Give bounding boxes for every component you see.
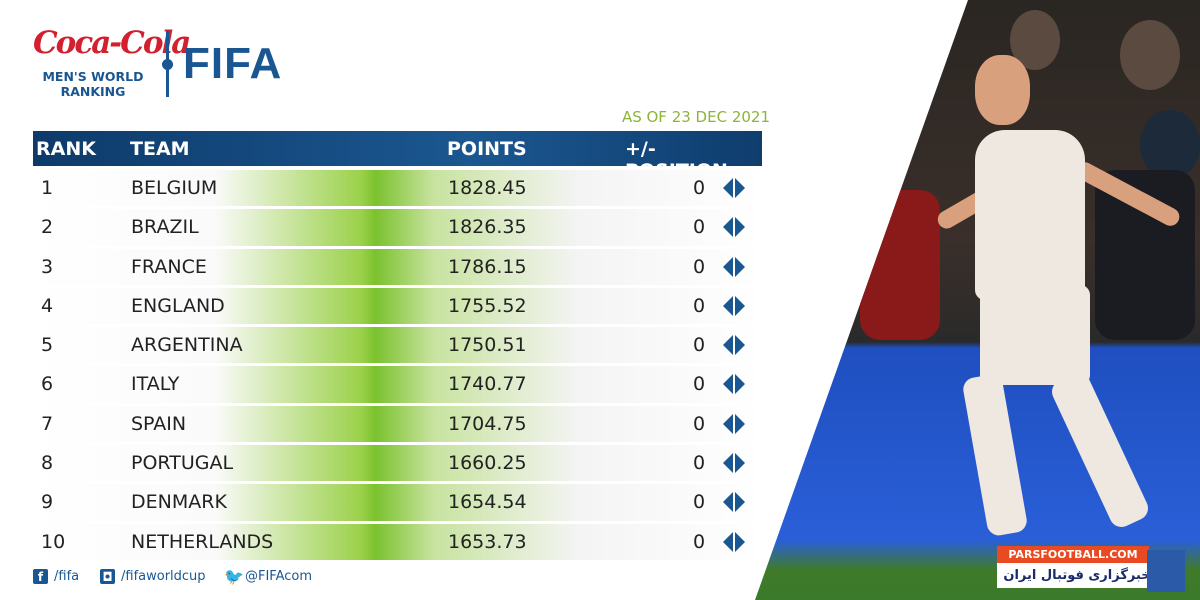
no-change-icon: [723, 256, 747, 277]
points: 1654.54: [448, 491, 527, 514]
ranking-subtitle: MEN'S WORLD RANKING: [42, 69, 144, 99]
position-change: 0: [693, 255, 706, 278]
coca-cola-logo: Coca-Cola: [33, 25, 191, 61]
rank: 4: [41, 294, 54, 317]
table-row: 4 ENGLAND 1755.52 0: [33, 288, 762, 328]
col-points: POINTS: [447, 138, 527, 160]
points: 1828.45: [448, 177, 527, 199]
points: 1653.73: [448, 530, 527, 553]
table-row: 3 FRANCE 1786.15 0: [33, 249, 762, 288]
rank: 7: [41, 412, 54, 435]
no-change-icon: [723, 453, 747, 474]
rank: 5: [41, 334, 54, 357]
points: 1786.15: [448, 255, 527, 278]
table-row: 5 ARGENTINA 1750.51 0: [33, 327, 762, 367]
team-name: ITALY: [131, 373, 180, 396]
facebook-icon: f: [33, 569, 48, 584]
points: 1750.51: [448, 334, 527, 357]
table-row: 8 PORTUGAL 1660.25 0: [33, 445, 762, 485]
position-change: 0: [693, 216, 706, 239]
no-change-icon: [723, 374, 747, 395]
rank: 3: [41, 255, 54, 278]
rank: 1: [41, 177, 54, 199]
position-change: 0: [693, 412, 706, 435]
table-row: 6 ITALY 1740.77 0: [33, 366, 762, 406]
team-name: ARGENTINA: [131, 334, 243, 357]
team-name: DENMARK: [131, 491, 227, 514]
no-change-icon: [723, 178, 747, 198]
team-name: SPAIN: [131, 412, 187, 435]
rank: 8: [41, 452, 54, 475]
rank: 9: [41, 491, 54, 514]
rank: 2: [41, 216, 54, 239]
as-of-date: AS OF 23 DEC 2021: [621, 108, 770, 126]
facebook-link[interactable]: f/fifa: [33, 569, 79, 584]
points: 1740.77: [448, 373, 527, 396]
col-team: TEAM: [130, 138, 190, 160]
col-rank: RANK: [36, 138, 96, 160]
twitter-link[interactable]: 🐦 @FIFAcom: [224, 567, 313, 586]
table-row: 9 DENMARK 1654.54 0: [33, 484, 762, 524]
table-row: 1 BELGIUM 1828.45 0: [33, 170, 762, 210]
no-change-icon: [723, 531, 747, 552]
player-silhouette-icon: [1147, 550, 1185, 592]
team-name: BRAZIL: [131, 216, 199, 239]
no-change-icon: [723, 295, 747, 316]
divider-dot: [162, 59, 173, 70]
team-name: BELGIUM: [131, 177, 218, 199]
no-change-icon: [723, 413, 747, 434]
twitter-icon: 🐦: [224, 567, 244, 586]
no-change-icon: [723, 492, 747, 513]
table-row: 7 SPAIN 1704.75 0: [33, 406, 762, 446]
table-row: 2 BRAZIL 1826.35 0: [33, 209, 762, 249]
position-change: 0: [693, 530, 706, 553]
team-name: NETHERLANDS: [131, 530, 274, 553]
no-change-icon: [723, 217, 747, 238]
table-body: 1 BELGIUM 1828.45 0 2 BRAZIL 1826.35 0 3…: [33, 170, 762, 563]
team-name: ENGLAND: [131, 294, 225, 317]
position-change: 0: [693, 373, 706, 396]
no-change-icon: [723, 335, 747, 356]
position-change: 0: [693, 294, 706, 317]
position-change: 0: [693, 334, 706, 357]
rank: 6: [41, 373, 54, 396]
instagram-icon: ◘: [100, 569, 115, 584]
table-row: 10 NETHERLANDS 1653.73 0: [33, 524, 762, 563]
ranking-table: RANK TEAM POINTS +/- POSITION 1 BELGIUM …: [33, 131, 762, 563]
rank: 10: [41, 530, 66, 553]
instagram-link[interactable]: ◘/fifaworldcup: [100, 569, 206, 584]
team-name: PORTUGAL: [131, 452, 234, 475]
team-name: FRANCE: [131, 255, 207, 278]
position-change: 0: [693, 177, 706, 199]
table-header: RANK TEAM POINTS +/- POSITION: [33, 131, 762, 182]
position-change: 0: [693, 491, 706, 514]
points: 1826.35: [448, 216, 527, 239]
points: 1755.52: [448, 294, 527, 317]
position-change: 0: [693, 452, 706, 475]
points: 1660.25: [448, 452, 527, 475]
points: 1704.75: [448, 412, 527, 435]
parsfootball-watermark: PARSFOOTBALL.COM خبرگزاری فوتبال ایران: [997, 546, 1187, 594]
fifa-logo: FIFA: [183, 39, 283, 88]
